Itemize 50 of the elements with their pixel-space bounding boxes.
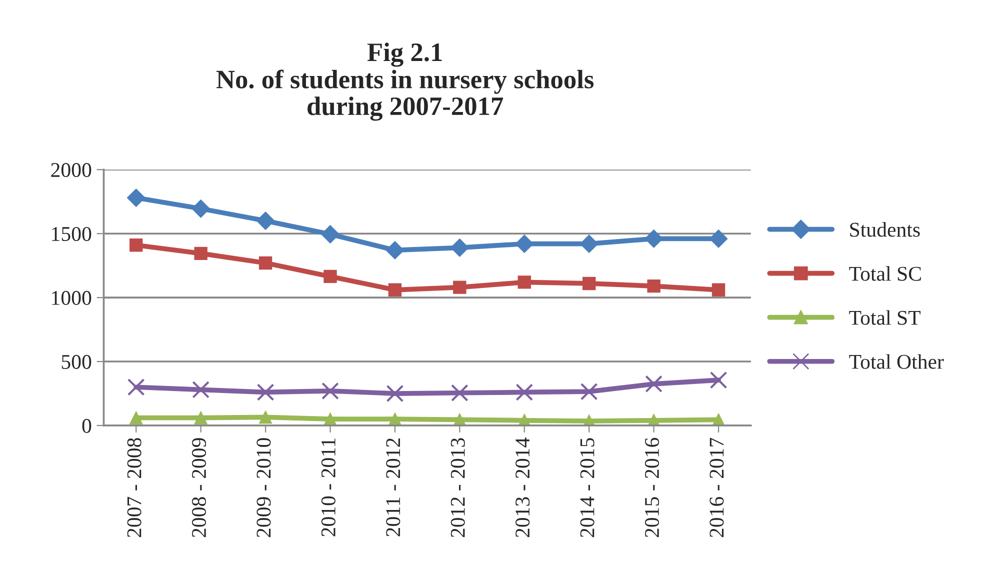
point: [126, 188, 146, 207]
point: [129, 238, 143, 252]
point: [450, 384, 468, 402]
point: [386, 241, 404, 260]
x-tick-label: 2015 - 2016: [644, 438, 660, 538]
point: [644, 230, 663, 248]
point: [258, 410, 272, 424]
point: [516, 384, 534, 401]
legend-label: Students: [850, 222, 920, 237]
point: [518, 276, 531, 289]
legend-label: Total Other: [849, 354, 944, 369]
point: [127, 378, 145, 396]
y-tick-label: 2000: [51, 163, 92, 178]
point: [388, 283, 402, 296]
x-tick-label: 2007 - 2008: [127, 438, 142, 538]
x-tick-label: 2016 - 2017: [710, 438, 724, 538]
y-tick-label: 500: [62, 354, 92, 369]
point: [712, 283, 726, 296]
x-tick-label: 2010 - 2011: [321, 438, 336, 536]
point: [256, 212, 275, 230]
x-tick-label: 2009 - 2010: [256, 438, 271, 538]
point: [647, 279, 660, 293]
point: [450, 238, 469, 257]
point: [194, 411, 208, 424]
legend-label: Total ST: [849, 310, 920, 325]
point: [324, 270, 337, 284]
point: [322, 382, 339, 400]
x-tick-label: 2013 - 2014: [516, 438, 530, 538]
y-tick-label: 1000: [52, 290, 92, 305]
point: [129, 411, 143, 424]
x-tick-label: 2014 - 2015: [580, 438, 594, 538]
point: [580, 382, 598, 400]
point: [453, 280, 466, 294]
legend-label: Total SC: [849, 266, 921, 281]
point: [645, 375, 662, 393]
point: [192, 199, 210, 218]
y-tick-label: 1500: [52, 226, 92, 242]
point: [321, 225, 340, 244]
point: [194, 246, 208, 260]
point: [386, 384, 404, 402]
x-tick-label: 2008 - 2009: [192, 438, 206, 538]
point: [192, 380, 210, 398]
point: [582, 276, 596, 290]
point: [710, 371, 728, 389]
chart-title: Fig 2.1 No. of students in nursery schools during 2007-2017: [216, 42, 594, 121]
x-tick-label: 2011 - 2012: [386, 438, 400, 536]
x-tick-label: 2012 - 2013: [450, 438, 465, 538]
point: [256, 384, 274, 401]
point: [258, 256, 272, 270]
y-tick-label: 0: [82, 418, 92, 433]
